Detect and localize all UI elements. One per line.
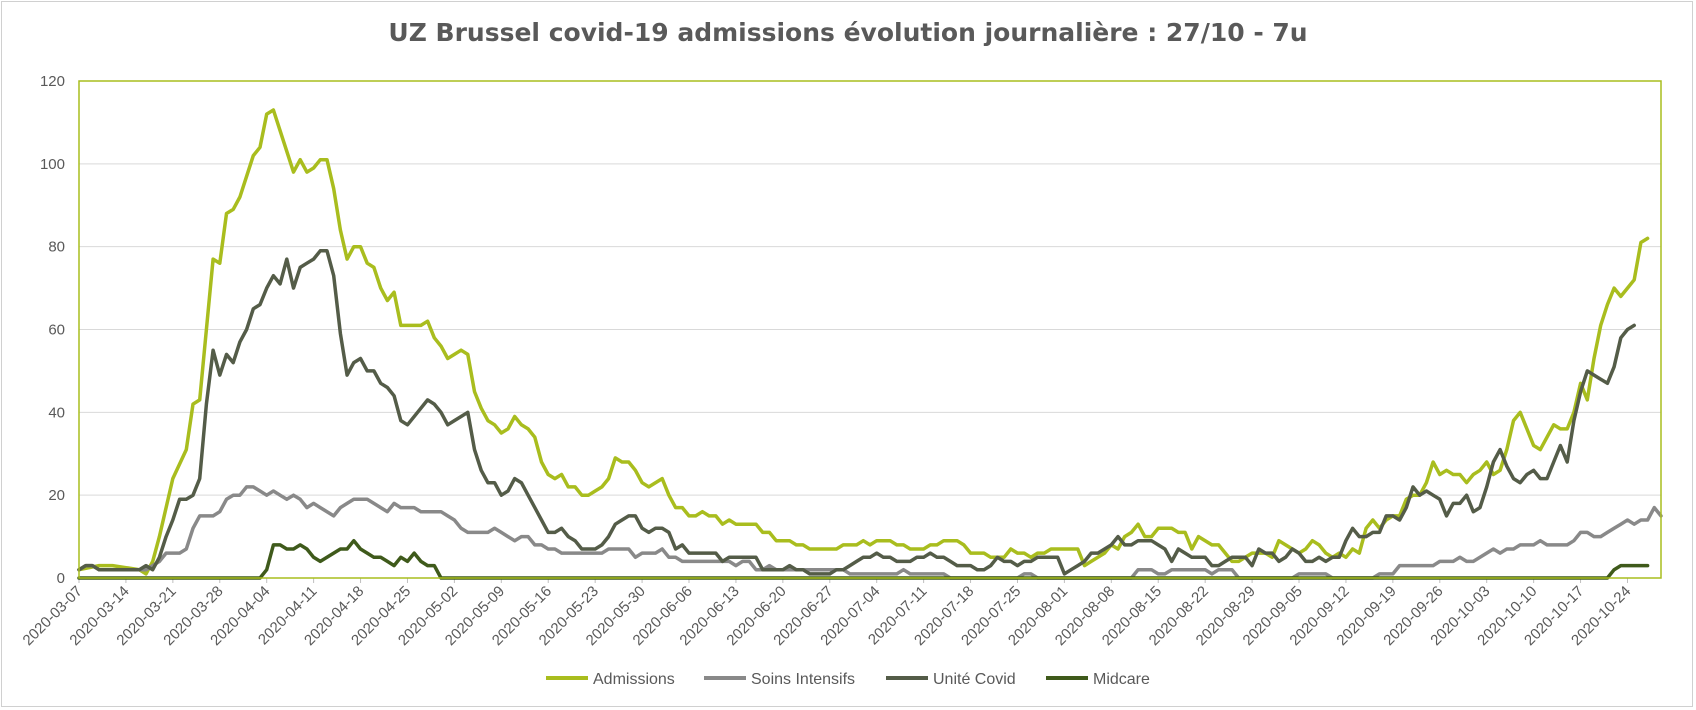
- series-line-unite-covid: [77, 249, 1636, 576]
- legend-label-soins-intensifs: Soins Intensifs: [751, 671, 855, 688]
- legend: Admissions Soins Intensifs Unité Covid Midc…: [546, 671, 1150, 688]
- x-axis-ticks: 2020-03-072020-03-142020-03-212020-03-28…: [20, 578, 1634, 649]
- y-tick-label: 120: [40, 73, 65, 90]
- series-lines: [77, 108, 1663, 580]
- plot-area-border: [78, 80, 1662, 579]
- series-line-soins-intensifs: [77, 485, 1663, 580]
- legend-label-admissions: Admissions: [593, 671, 675, 688]
- series-line-midcare: [77, 538, 1650, 580]
- y-tick-label: 40: [48, 404, 65, 421]
- y-tick-label: 60: [48, 322, 65, 339]
- y-axis-ticks: 0 20 40 60 80 100 120: [40, 73, 65, 587]
- y-tick-label: 20: [48, 487, 65, 504]
- y-tick-label: 0: [57, 570, 65, 587]
- legend-label-unite-covid: Unité Covid: [933, 671, 1016, 688]
- series-line-admissions: [77, 108, 1650, 576]
- y-tick-label: 100: [40, 156, 65, 173]
- chart-title: UZ Brussel covid-19 admissions évolution…: [388, 18, 1308, 47]
- legend-label-midcare: Midcare: [1093, 671, 1150, 688]
- y-tick-label: 80: [48, 239, 65, 256]
